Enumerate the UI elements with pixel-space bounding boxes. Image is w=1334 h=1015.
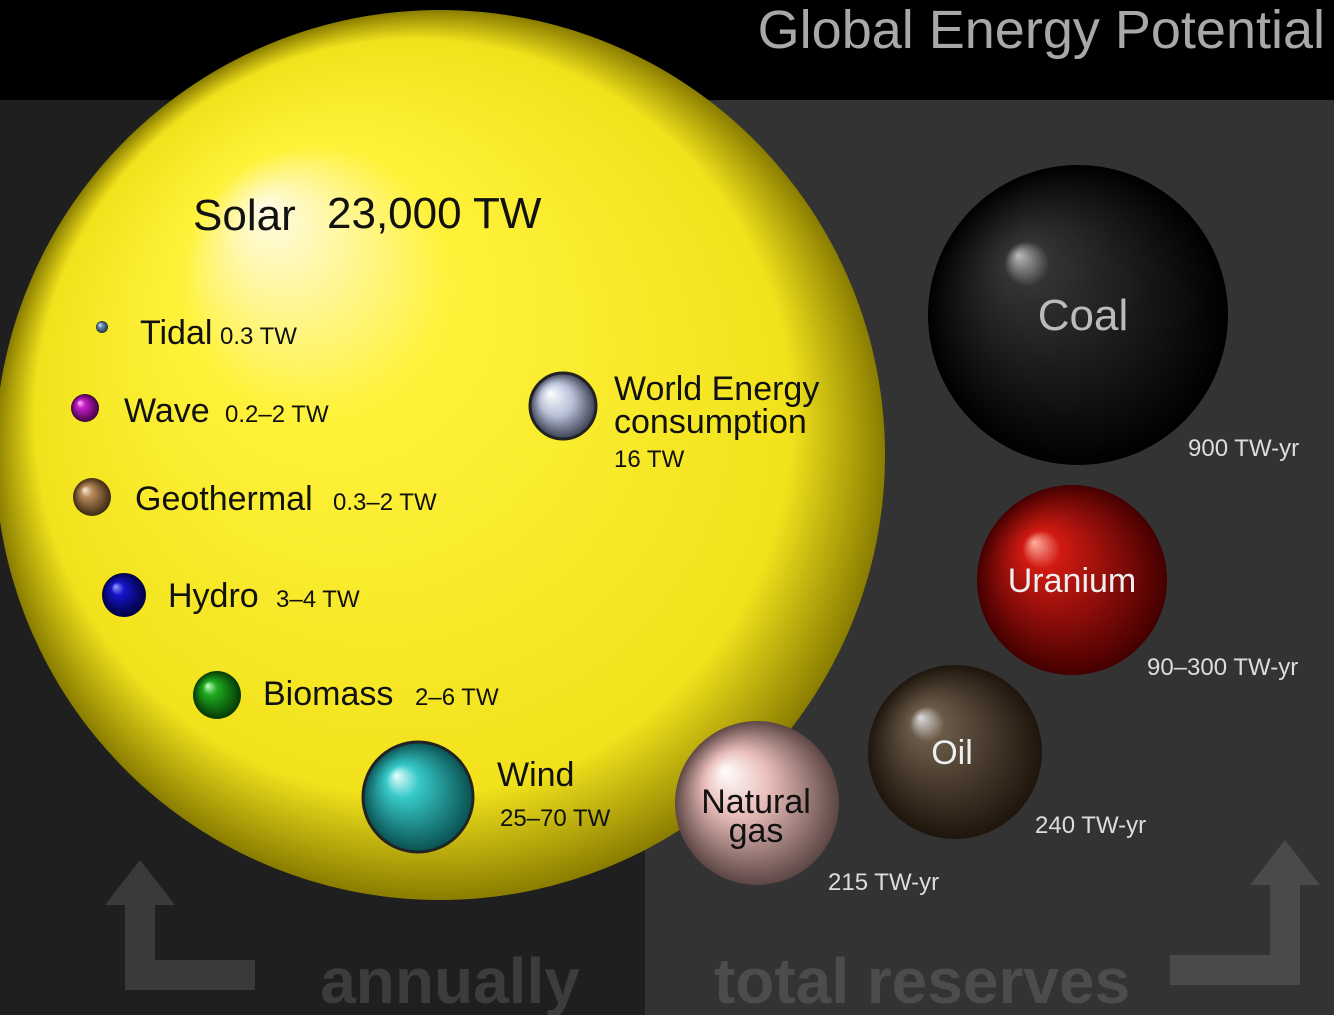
- tidal-sphere: [96, 321, 108, 333]
- uranium-sphere: [977, 485, 1167, 675]
- natural-gas-name-2: gas: [729, 812, 784, 850]
- geothermal-name: Geothermal: [135, 480, 313, 518]
- oil-name: Oil: [931, 734, 973, 772]
- oil-sphere: [868, 665, 1042, 839]
- arrow-left: [105, 860, 255, 990]
- tidal-value: 0.3 TW: [220, 323, 297, 350]
- coal-value: 900 TW-yr: [1188, 435, 1299, 462]
- natural-gas-sphere: [675, 721, 839, 885]
- coal-sphere: [928, 165, 1228, 465]
- wind-name: Wind: [497, 756, 574, 794]
- uranium-value: 90–300 TW-yr: [1147, 654, 1298, 681]
- hydro-value: 3–4 TW: [276, 586, 360, 613]
- wave-sphere: [71, 394, 99, 422]
- natural-gas-value: 215 TW-yr: [828, 869, 939, 896]
- arrow-right: [1170, 840, 1320, 985]
- coal-name: Coal: [1038, 291, 1129, 340]
- wind-sphere: [361, 740, 475, 854]
- natural-gas-name-1: Natural: [701, 783, 811, 821]
- wave-value: 0.2–2 TW: [225, 401, 329, 428]
- geothermal-value: 0.3–2 TW: [333, 489, 437, 516]
- solar-name: Solar: [193, 191, 296, 240]
- biomass-value: 2–6 TW: [415, 684, 499, 711]
- title: Global Energy Potential: [758, 0, 1325, 60]
- wave-name: Wave: [124, 392, 210, 430]
- tidal-name: Tidal: [140, 314, 212, 352]
- solar-value: 23,000 TW: [327, 189, 542, 238]
- oil-value: 240 TW-yr: [1035, 812, 1146, 839]
- caption-annually: annually: [320, 945, 580, 1015]
- hydro-sphere: [102, 573, 146, 617]
- consumption-name-2: consumption: [614, 403, 807, 441]
- uranium-name: Uranium: [1008, 562, 1136, 600]
- consumption-name-1: World Energy: [614, 370, 819, 408]
- geothermal-sphere: [73, 478, 111, 516]
- consumption-value: 16 TW: [614, 446, 685, 473]
- caption-reserves: total reserves: [714, 945, 1130, 1015]
- biomass-name: Biomass: [263, 675, 393, 713]
- wind-value: 25–70 TW: [500, 805, 611, 832]
- hydro-name: Hydro: [168, 577, 259, 615]
- biomass-sphere: [193, 671, 241, 719]
- consumption-sphere: [528, 371, 598, 441]
